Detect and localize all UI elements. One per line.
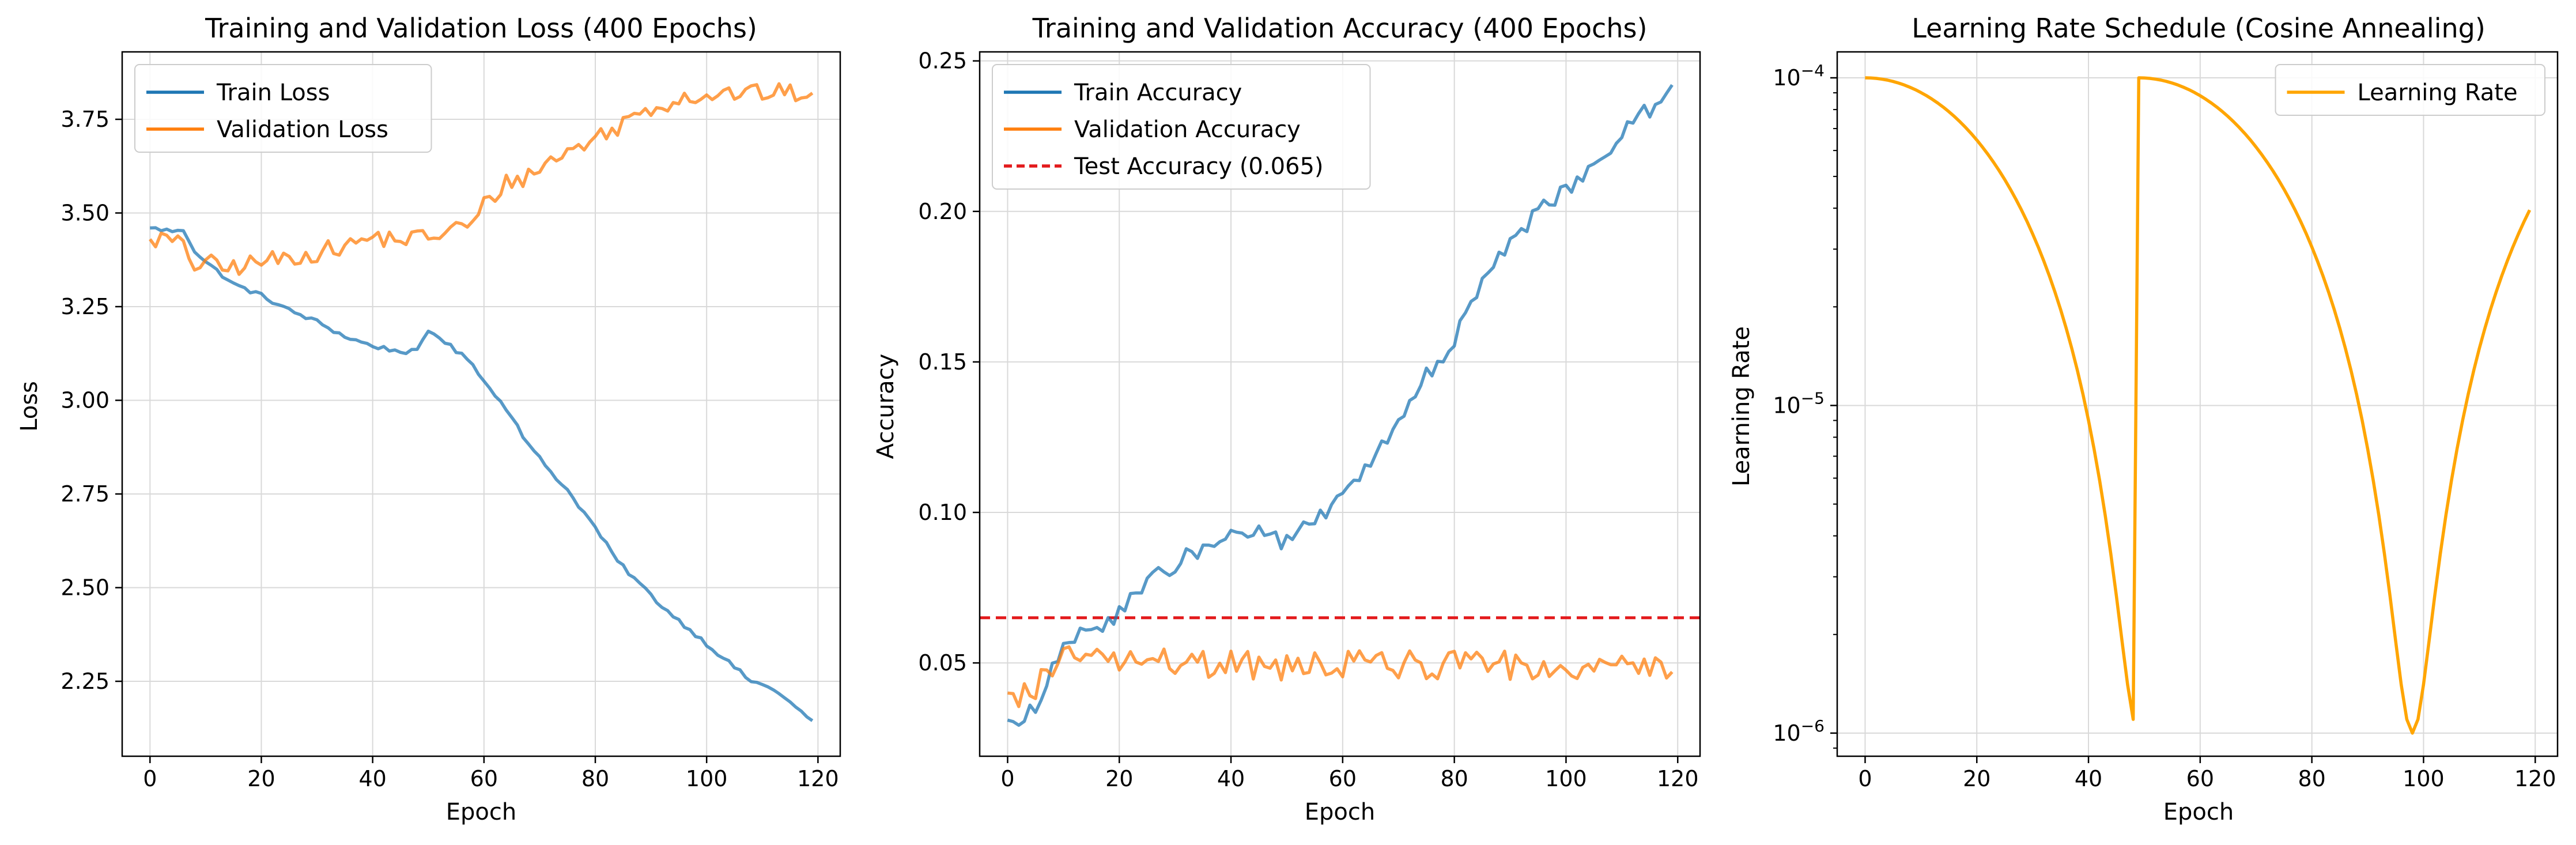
- loss-x-tick-label: 120: [797, 766, 839, 791]
- learning-rate-x-tick-label: 20: [1963, 766, 1990, 791]
- loss-legend-box: [134, 64, 432, 153]
- accuracy-x-tick-label: 40: [1217, 766, 1245, 791]
- learning-rate-x-tick-label: 0: [1858, 766, 1872, 791]
- learning-rate-legend-box: [2275, 64, 2545, 116]
- loss-x-tick-label: 0: [143, 766, 157, 791]
- accuracy-y-axis-label: Accuracy: [872, 354, 899, 459]
- loss-x-tick-label: 60: [470, 766, 498, 791]
- learning-rate-axes-frame: [1836, 51, 2559, 757]
- learning-rate-y-axis-label: Learning Rate: [1728, 326, 1755, 486]
- loss-y-tick-label: 2.75: [61, 481, 109, 507]
- accuracy-y-tick-label: 0.15: [918, 349, 967, 375]
- validation-loss-series: [149, 82, 814, 276]
- learning-rate-chart-title: Learning Rate Schedule (Cosine Annealing…: [1912, 13, 2486, 44]
- accuracy-y-tick-label: 0.20: [918, 199, 967, 224]
- train-loss-series: [150, 226, 814, 722]
- learning-rate-x-axis-label: Epoch: [2163, 799, 2234, 825]
- accuracy-x-tick-label: 20: [1105, 766, 1133, 791]
- loss-legend: Train Loss Validation Loss: [134, 64, 432, 153]
- loss-panel: Training and Validation Loss (400 Epochs…: [16, 13, 841, 825]
- legend-label-learning-rate: Learning Rate: [2358, 80, 2518, 106]
- accuracy-plot-area: [980, 84, 1700, 727]
- learning-rate-y-tick-label: 10−4: [1773, 61, 1825, 90]
- accuracy-grid: [980, 52, 1700, 756]
- loss-chart-title: Training and Validation Loss (400 Epochs…: [205, 13, 757, 44]
- loss-y-tick-label: 3.00: [61, 388, 109, 413]
- learning-rate-series: [1865, 76, 2532, 735]
- train-accuracy-series: [1007, 84, 1674, 727]
- learning-rate-x-tick-label: 80: [2298, 766, 2325, 791]
- legend-label-test-accuracy-0-065: Test Accuracy (0.065): [1074, 153, 1324, 180]
- accuracy-legend-box: [992, 64, 1371, 190]
- loss-y-tick-label: 3.25: [61, 294, 109, 319]
- accuracy-legend: Train Accuracy Validation Accuracy Test Ac…: [992, 64, 1371, 190]
- accuracy-x-tick-label: 80: [1440, 766, 1468, 791]
- loss-y-tick-label: 3.75: [61, 107, 109, 132]
- accuracy-chart-title: Training and Validation Accuracy (400 Ep…: [1032, 13, 1648, 44]
- learning-rate-plot-area: [1865, 76, 2532, 735]
- legend-label-validation-loss: Validation Loss: [217, 116, 388, 143]
- loss-x-tick-label: 20: [247, 766, 275, 791]
- learning-rate-x-tick-label: 120: [2514, 766, 2556, 791]
- loss-y-axis-label: Loss: [16, 381, 43, 432]
- learning-rate-panel: Learning Rate Schedule (Cosine Annealing…: [1728, 13, 2559, 825]
- learning-rate-x-tick-label: 60: [2186, 766, 2214, 791]
- learning-rate-legend: Learning Rate: [2275, 64, 2545, 116]
- loss-x-tick-label: 100: [686, 766, 728, 791]
- validation-accuracy-series: [1007, 645, 1674, 708]
- learning-rate-grid: [1837, 52, 2558, 756]
- legend-label-train-loss: Train Loss: [216, 80, 330, 106]
- accuracy-x-tick-label: 60: [1329, 766, 1357, 791]
- loss-grid: [122, 52, 840, 756]
- accuracy-x-tick-label: 100: [1545, 766, 1587, 791]
- loss-x-tick-label: 80: [581, 766, 609, 791]
- learning-rate-x-tick-label: 100: [2403, 766, 2445, 791]
- accuracy-x-tick-label: 120: [1657, 766, 1699, 791]
- accuracy-y-tick-label: 0.10: [918, 500, 967, 525]
- accuracy-y-tick-label: 0.25: [918, 48, 967, 74]
- loss-axes-frame: [121, 51, 841, 757]
- legend-label-train-accuracy: Train Accuracy: [1074, 80, 1242, 106]
- accuracy-panel: Training and Validation Accuracy (400 Ep…: [872, 13, 1701, 825]
- loss-plot-area: [149, 82, 814, 722]
- accuracy-y-tick-label: 0.05: [918, 650, 967, 676]
- learning-rate-y-tick-label: 10−5: [1773, 388, 1825, 418]
- accuracy-x-tick-label: 0: [1000, 766, 1014, 791]
- accuracy-axes-frame: [979, 51, 1701, 757]
- loss-x-tick-label: 40: [358, 766, 386, 791]
- loss-y-tick-label: 2.25: [61, 669, 109, 694]
- loss-y-tick-label: 3.50: [61, 201, 109, 226]
- loss-x-axis-label: Epoch: [446, 799, 516, 825]
- loss-y-tick-label: 2.50: [61, 575, 109, 601]
- accuracy-x-axis-label: Epoch: [1305, 799, 1375, 825]
- learning-rate-y-tick-label: 10−6: [1773, 716, 1825, 746]
- legend-label-validation-accuracy: Validation Accuracy: [1074, 116, 1301, 143]
- learning-rate-x-tick-label: 40: [2075, 766, 2102, 791]
